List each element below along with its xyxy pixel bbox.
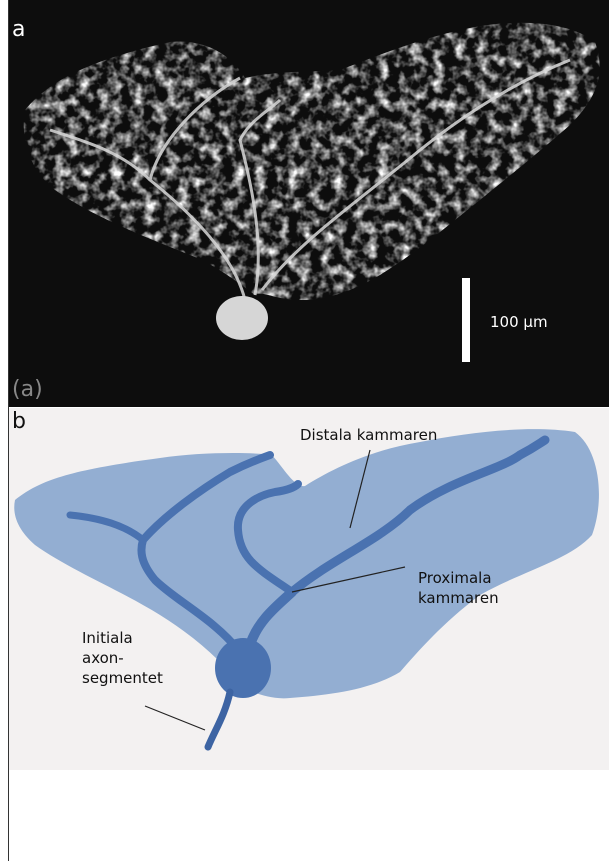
panel-b-label: b xyxy=(12,409,26,434)
annotation-text: segmentet xyxy=(82,669,163,687)
annotation-text: Proximala xyxy=(418,569,492,587)
annotation-text: axon- xyxy=(82,649,124,667)
figure: 100 μm a (a) b Distala kammaren Proximal… xyxy=(0,0,609,861)
panel-a-caption: (a) xyxy=(12,377,43,402)
panel-a-label: a xyxy=(12,17,25,42)
scale-bar xyxy=(462,278,470,362)
annotation-text: Initiala xyxy=(82,629,133,647)
scale-bar-label: 100 μm xyxy=(490,313,548,331)
neuron-soma xyxy=(216,296,268,340)
soma xyxy=(215,638,271,698)
annotation-text: kammaren xyxy=(418,589,499,607)
annotation-text: Distala kammaren xyxy=(300,426,437,444)
annotation: Distala kammaren xyxy=(300,426,437,444)
